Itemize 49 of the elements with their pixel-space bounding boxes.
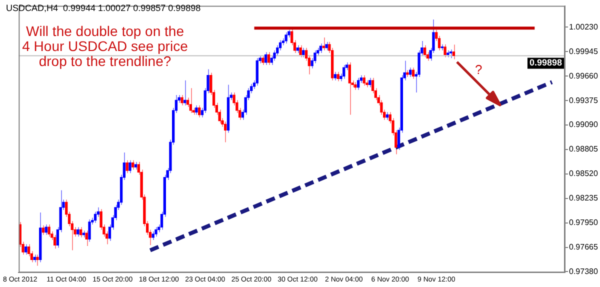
- candlestick: [180, 94, 184, 106]
- candlestick: [264, 52, 268, 66]
- ref-line-label: 0.99898: [529, 58, 562, 68]
- candlestick: [132, 160, 134, 170]
- y-tick-label: 0.97665: [569, 242, 598, 252]
- candlestick: [262, 55, 264, 66]
- candlestick: [27, 244, 30, 257]
- candlestick: [444, 44, 446, 58]
- candlestick: [42, 224, 45, 236]
- candlestick: [356, 77, 360, 90]
- candlestick: [53, 234, 56, 250]
- y-tick-label: 0.97950: [569, 218, 598, 228]
- candlestick: [198, 104, 201, 118]
- candlestick: [256, 58, 258, 86]
- y-tick-label: 0.99375: [569, 96, 598, 105]
- y-tick-label: 0.98520: [569, 169, 598, 178]
- candlestick: [24, 244, 28, 256]
- annotation: ?: [475, 62, 482, 77]
- y-tick-label: 0.97380: [569, 266, 598, 276]
- candlestick: [302, 47, 305, 58]
- y-tick-label: 0.99090: [569, 120, 598, 130]
- candlestick: [267, 52, 270, 66]
- candlestick: [94, 211, 97, 224]
- candlestick: [423, 44, 426, 58]
- y-tick-label: 0.98805: [569, 144, 598, 154]
- y-tick-label: 0.99945: [569, 46, 598, 56]
- candlestick: [48, 224, 50, 238]
- candlestick: [88, 218, 91, 242]
- y-tick-label: 1.00230: [569, 22, 598, 32]
- y-tick-label: 0.98235: [569, 194, 598, 203]
- candlestick: [371, 77, 374, 94]
- candlestick: [224, 121, 227, 143]
- candlestick: [273, 50, 276, 62]
- candlestick: [128, 160, 132, 174]
- candlestick: [412, 67, 415, 80]
- candlestick: [342, 64, 346, 80]
- candlestick: [409, 67, 412, 78]
- annotation: Will the double top on the 4 Hour USDCAD see price drop to the trendline?: [22, 23, 188, 69]
- candlestick: [126, 160, 128, 174]
- candlestick: [284, 32, 288, 44]
- chart-title: USDCAD,H4 0.99944 1.00027 0.99857 0.99898: [6, 3, 201, 13]
- y-tick-label: 0.99660: [569, 71, 598, 80]
- candlestick: [362, 74, 366, 86]
- candlestick: [189, 88, 192, 114]
- candlestick: [76, 226, 80, 238]
- candlestick: [368, 77, 372, 88]
- candlestick: [336, 71, 340, 82]
- candlestick: [186, 97, 190, 108]
- candlestick: [154, 226, 158, 238]
